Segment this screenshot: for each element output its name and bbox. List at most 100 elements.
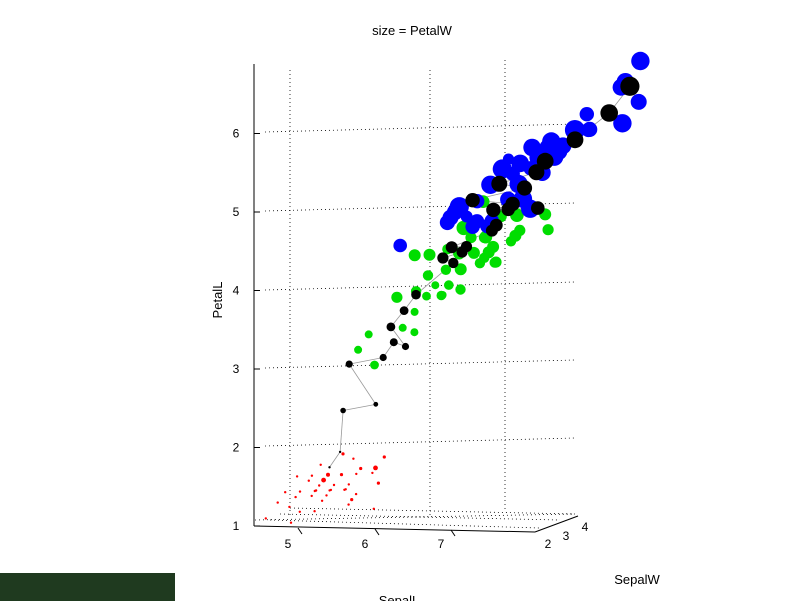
data-point (313, 489, 316, 493)
y-tick-label: 4 (233, 284, 240, 298)
x-axis-line (253, 525, 536, 533)
depth-axis-line (534, 515, 579, 533)
data-point (582, 121, 598, 137)
grid-line (279, 513, 561, 521)
data-point (531, 201, 545, 215)
data-point (549, 142, 568, 161)
bottom-left-bar (0, 573, 175, 601)
data-point (354, 492, 358, 496)
y-tick-label: 5 (233, 205, 240, 219)
data-point (264, 517, 267, 520)
trail-line (329, 451, 341, 468)
data-point (276, 501, 279, 504)
x-tick-mark (297, 527, 303, 535)
data-point (600, 104, 618, 122)
data-point (460, 241, 473, 253)
data-point (391, 291, 403, 303)
depth-tick-label: 4 (582, 520, 589, 534)
trail-layer (329, 86, 631, 468)
data-point (318, 484, 321, 487)
data-point (516, 180, 533, 196)
data-point (347, 483, 350, 486)
y-tick-label: 1 (233, 519, 240, 533)
data-point (371, 471, 374, 475)
data-point (386, 322, 396, 332)
data-point (343, 488, 346, 491)
data-point (310, 494, 313, 498)
trail-line (339, 410, 344, 452)
data-point (313, 510, 316, 513)
data-point (630, 93, 647, 110)
data-point (423, 248, 436, 261)
data-point (410, 307, 419, 316)
data-point (408, 249, 421, 262)
data-point (487, 240, 500, 253)
data-point (379, 353, 387, 362)
data-point (355, 472, 358, 476)
data-point (486, 202, 501, 218)
data-point (514, 224, 526, 236)
data-point (373, 401, 379, 407)
data-point (491, 175, 508, 192)
trail-line (343, 403, 376, 411)
data-point (359, 466, 363, 471)
data-point (401, 342, 410, 351)
data-point (465, 193, 480, 208)
data-point (326, 472, 330, 477)
depth-tick-label: 3 (563, 529, 570, 543)
data-point (338, 450, 342, 454)
data-point (320, 499, 324, 502)
data-point (373, 465, 378, 471)
data-point (376, 481, 380, 485)
grid-line (264, 359, 576, 369)
data-point (613, 114, 632, 133)
depth-tick-label: 2 (545, 537, 552, 551)
depth-axis-label: SepalW (614, 572, 660, 587)
grid-line (264, 437, 576, 447)
data-point (455, 284, 466, 295)
data-point (370, 360, 379, 370)
data-point (352, 457, 355, 460)
trail-line (348, 363, 377, 405)
data-point (321, 477, 326, 483)
data-point (445, 241, 458, 254)
data-point (288, 505, 291, 509)
data-point (566, 131, 584, 149)
data-point (382, 455, 386, 459)
data-point (393, 238, 408, 253)
data-point (440, 264, 452, 275)
data-point (465, 232, 477, 244)
y-tick-label: 6 (233, 127, 240, 141)
data-point (437, 252, 449, 264)
data-point (332, 483, 336, 487)
data-point (439, 214, 455, 231)
data-point (329, 488, 333, 492)
grid-line (254, 513, 576, 521)
data-point (505, 196, 520, 212)
data-point (469, 214, 485, 229)
text-layer: size = PetalW PetalL SepalL SepalW 12345… (210, 23, 660, 601)
chart-title: size = PetalW (372, 23, 453, 38)
trail-line (349, 357, 384, 365)
data-point (454, 263, 467, 276)
data-point (451, 199, 467, 215)
data-point (579, 107, 594, 122)
data-point (474, 258, 486, 269)
data-point (444, 280, 454, 290)
data-point (399, 306, 409, 315)
data-point (436, 290, 447, 301)
data-point (347, 503, 350, 506)
data-point (341, 452, 345, 456)
y-axis-label: PetalL (210, 282, 225, 319)
x-tick-label: 6 (362, 537, 369, 551)
data-point (298, 490, 302, 493)
data-point (489, 218, 503, 232)
x-tick-mark (450, 529, 456, 537)
data-point (350, 498, 354, 502)
grid-line (264, 123, 576, 133)
data-point (298, 510, 301, 513)
data-point (354, 345, 363, 354)
data-point (460, 210, 473, 223)
x-tick-mark (374, 528, 380, 536)
